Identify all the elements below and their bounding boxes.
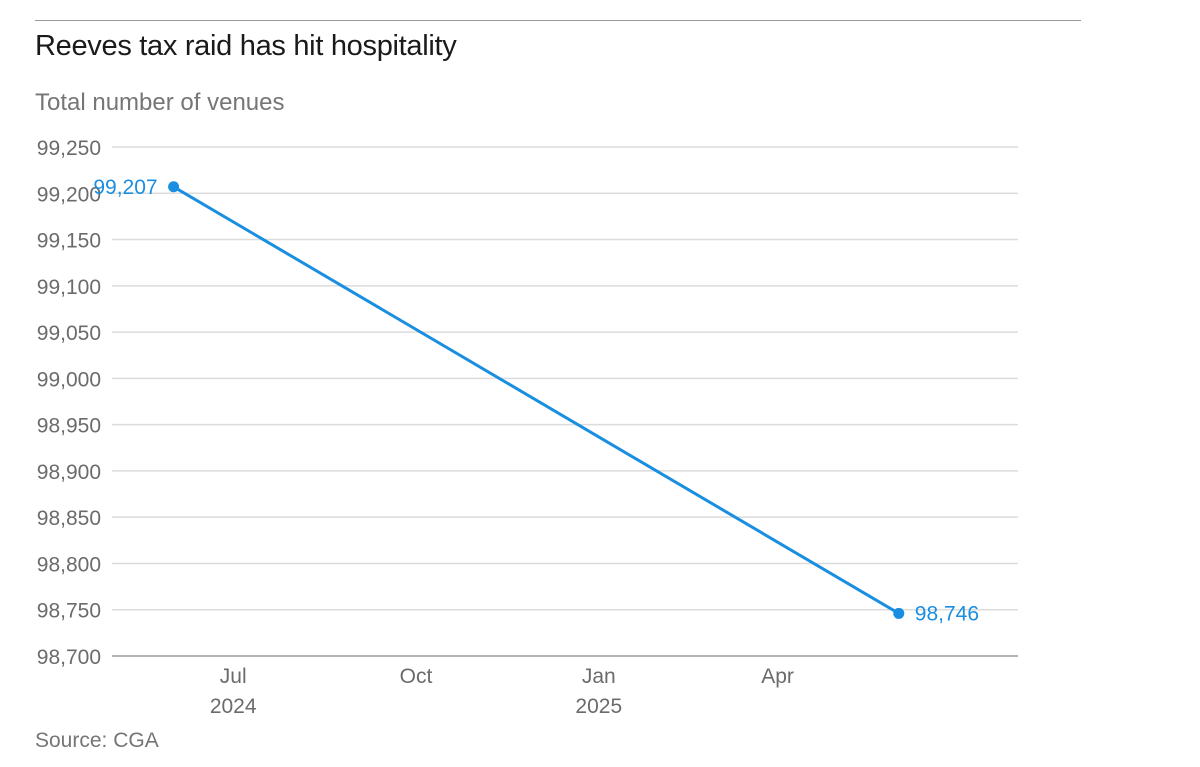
x-tick-year-label: 2025 [575,695,622,718]
y-tick-label: 98,850 [37,507,101,530]
y-tick-label: 98,900 [37,461,101,484]
data-point [893,607,905,619]
x-tick-label: Oct [400,665,433,688]
y-tick-label: 99,200 [37,183,101,206]
data-label: 99,207 [93,176,157,199]
y-tick-label: 99,050 [37,322,101,345]
source-note: Source: CGA [35,729,159,752]
y-tick-label: 98,750 [37,600,101,623]
x-tick-label: Jul [220,665,247,688]
top-rule [35,20,1081,21]
y-tick-label: 99,150 [37,230,101,253]
data-point [168,181,180,193]
x-tick-label: Apr [761,665,794,688]
y-tick-label: 99,100 [37,276,101,299]
chart-title: Reeves tax raid has hit hospitality [35,30,457,62]
series-line [172,185,901,615]
x-tick-year-label: 2024 [210,695,257,718]
y-tick-label: 98,700 [37,646,101,669]
data-label: 98,746 [915,602,979,625]
y-tick-label: 98,950 [37,415,101,438]
y-tick-label: 98,800 [37,553,101,576]
y-tick-label: 99,250 [37,137,101,160]
y-tick-label: 99,000 [37,368,101,391]
chart-subtitle: Total number of venues [35,89,285,116]
x-tick-label: Jan [582,665,616,688]
